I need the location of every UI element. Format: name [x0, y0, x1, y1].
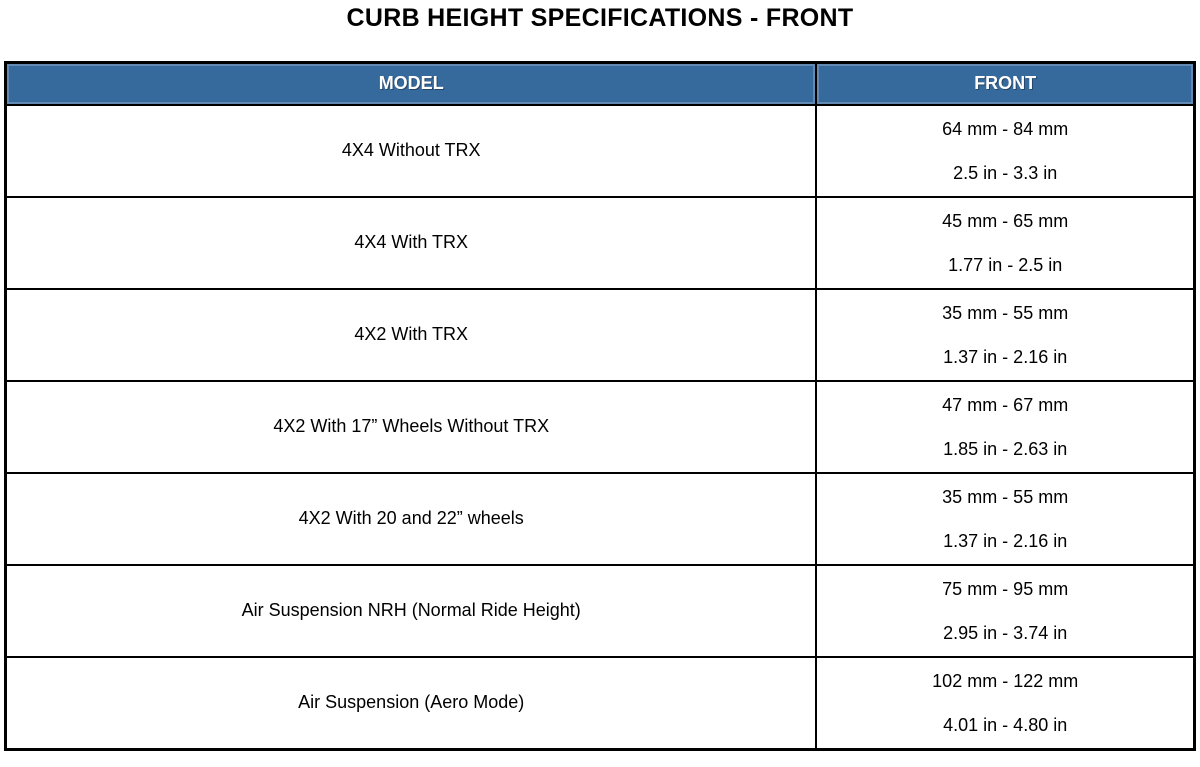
front-cell: 45 mm - 65 mm 1.77 in - 2.5 in: [815, 195, 1196, 290]
model-cell: 4X2 With TRX: [4, 287, 818, 382]
table-body: 4X4 Without TRX 64 mm - 84 mm 2.5 in - 3…: [4, 103, 1196, 750]
table-row: Air Suspension NRH (Normal Ride Height) …: [4, 563, 1196, 658]
table-header: MODEL FRONT: [4, 61, 1196, 106]
front-cell: 102 mm - 122 mm 4.01 in - 4.80 in: [815, 655, 1196, 750]
model-cell: 4X4 Without TRX: [4, 103, 818, 198]
front-mm-value: 102 mm - 122 mm: [932, 670, 1079, 691]
model-cell: 4X2 With 17” Wheels Without TRX: [4, 379, 818, 474]
table-row: 4X2 With TRX 35 mm - 55 mm 1.37 in - 2.1…: [4, 287, 1196, 382]
front-in-value: 1.37 in - 2.16 in: [943, 346, 1068, 367]
table-row: 4X4 With TRX 45 mm - 65 mm 1.77 in - 2.5…: [4, 195, 1196, 290]
front-mm-value: 47 mm - 67 mm: [942, 394, 1069, 415]
front-mm-value: 75 mm - 95 mm: [942, 578, 1069, 599]
table-row: Air Suspension (Aero Mode) 102 mm - 122 …: [4, 655, 1196, 750]
front-mm-value: 35 mm - 55 mm: [942, 486, 1069, 507]
table-row: 4X2 With 17” Wheels Without TRX 47 mm - …: [4, 379, 1196, 474]
front-in-value: 1.85 in - 2.63 in: [943, 438, 1068, 459]
front-mm-value: 45 mm - 65 mm: [942, 210, 1069, 231]
model-cell: 4X4 With TRX: [4, 195, 818, 290]
front-in-value: 4.01 in - 4.80 in: [943, 714, 1068, 735]
table-row: 4X2 With 20 and 22” wheels 35 mm - 55 mm…: [4, 471, 1196, 566]
front-cell: 35 mm - 55 mm 1.37 in - 2.16 in: [815, 287, 1196, 382]
front-cell: 47 mm - 67 mm 1.85 in - 2.63 in: [815, 379, 1196, 474]
front-mm-value: 35 mm - 55 mm: [942, 302, 1069, 323]
front-in-value: 2.5 in - 3.3 in: [953, 162, 1058, 183]
table-row: 4X4 Without TRX 64 mm - 84 mm 2.5 in - 3…: [4, 103, 1196, 198]
curb-height-spec-table: MODEL FRONT 4X4 Without TRX 64 mm - 84 m…: [4, 61, 1196, 751]
header-row: MODEL FRONT: [4, 61, 1196, 106]
model-cell: 4X2 With 20 and 22” wheels: [4, 471, 818, 566]
model-cell: Air Suspension (Aero Mode): [4, 655, 818, 750]
model-cell: Air Suspension NRH (Normal Ride Height): [4, 563, 818, 658]
front-in-value: 1.77 in - 2.5 in: [948, 254, 1063, 275]
front-cell: 64 mm - 84 mm 2.5 in - 3.3 in: [815, 103, 1196, 198]
front-mm-value: 64 mm - 84 mm: [942, 118, 1069, 139]
column-header-model: MODEL: [4, 61, 818, 106]
front-in-value: 2.95 in - 3.74 in: [943, 622, 1068, 643]
column-header-front: FRONT: [815, 61, 1196, 106]
front-in-value: 1.37 in - 2.16 in: [943, 530, 1068, 551]
front-cell: 75 mm - 95 mm 2.95 in - 3.74 in: [815, 563, 1196, 658]
front-cell: 35 mm - 55 mm 1.37 in - 2.16 in: [815, 471, 1196, 566]
page-title: CURB HEIGHT SPECIFICATIONS - FRONT: [346, 4, 854, 32]
